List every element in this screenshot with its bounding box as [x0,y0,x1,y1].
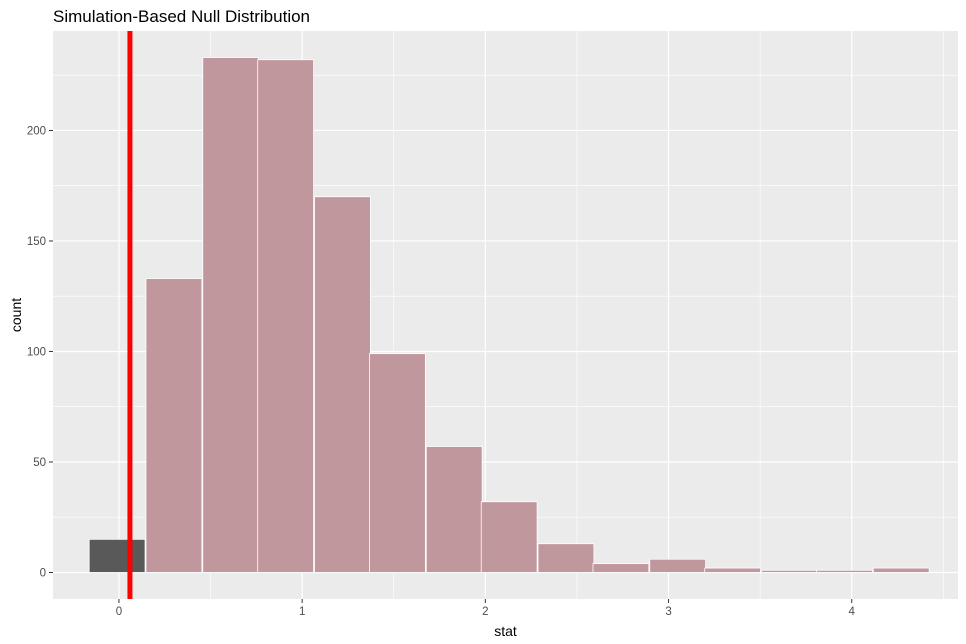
histogram-bar-shaded [145,278,203,573]
histogram-bar-shaded [257,59,314,573]
x-axis-title: stat [494,623,517,639]
y-axis-title: count [8,298,24,332]
histogram-bar [88,538,146,573]
x-tick-label: 0 [116,606,122,618]
histogram-bar-shaded [704,567,762,573]
histogram-bar-shaded [872,567,930,573]
histogram-bar-shaded [761,569,818,573]
x-tick-label: 1 [299,606,305,618]
chart-title: Simulation-Based Null Distribution [53,7,310,26]
y-tick-label: 200 [27,125,46,137]
histogram-bar-shaded [592,563,650,573]
histogram-bar-shaded [816,569,873,573]
histogram-bar-shaded [202,57,260,573]
x-tick-label: 2 [482,606,488,618]
histogram-bar-shaded [314,196,371,573]
y-axis: 0 50 100 150 200 [27,125,53,579]
histogram-bar-shaded [425,446,483,573]
x-tick-label: 4 [849,606,856,618]
histogram-bar-shaded [649,558,707,573]
histogram-bar-shaded [537,543,595,573]
histogram-bar-shaded [480,501,538,573]
x-tick-label: 3 [665,606,671,618]
histogram-bars [88,57,930,573]
y-tick-label: 0 [40,567,46,579]
y-tick-label: 50 [33,457,46,469]
y-tick-label: 100 [27,346,46,358]
y-tick-label: 150 [27,236,46,248]
x-axis: 0 1 2 3 4 [116,599,856,618]
histogram-bar-shaded [369,353,426,573]
